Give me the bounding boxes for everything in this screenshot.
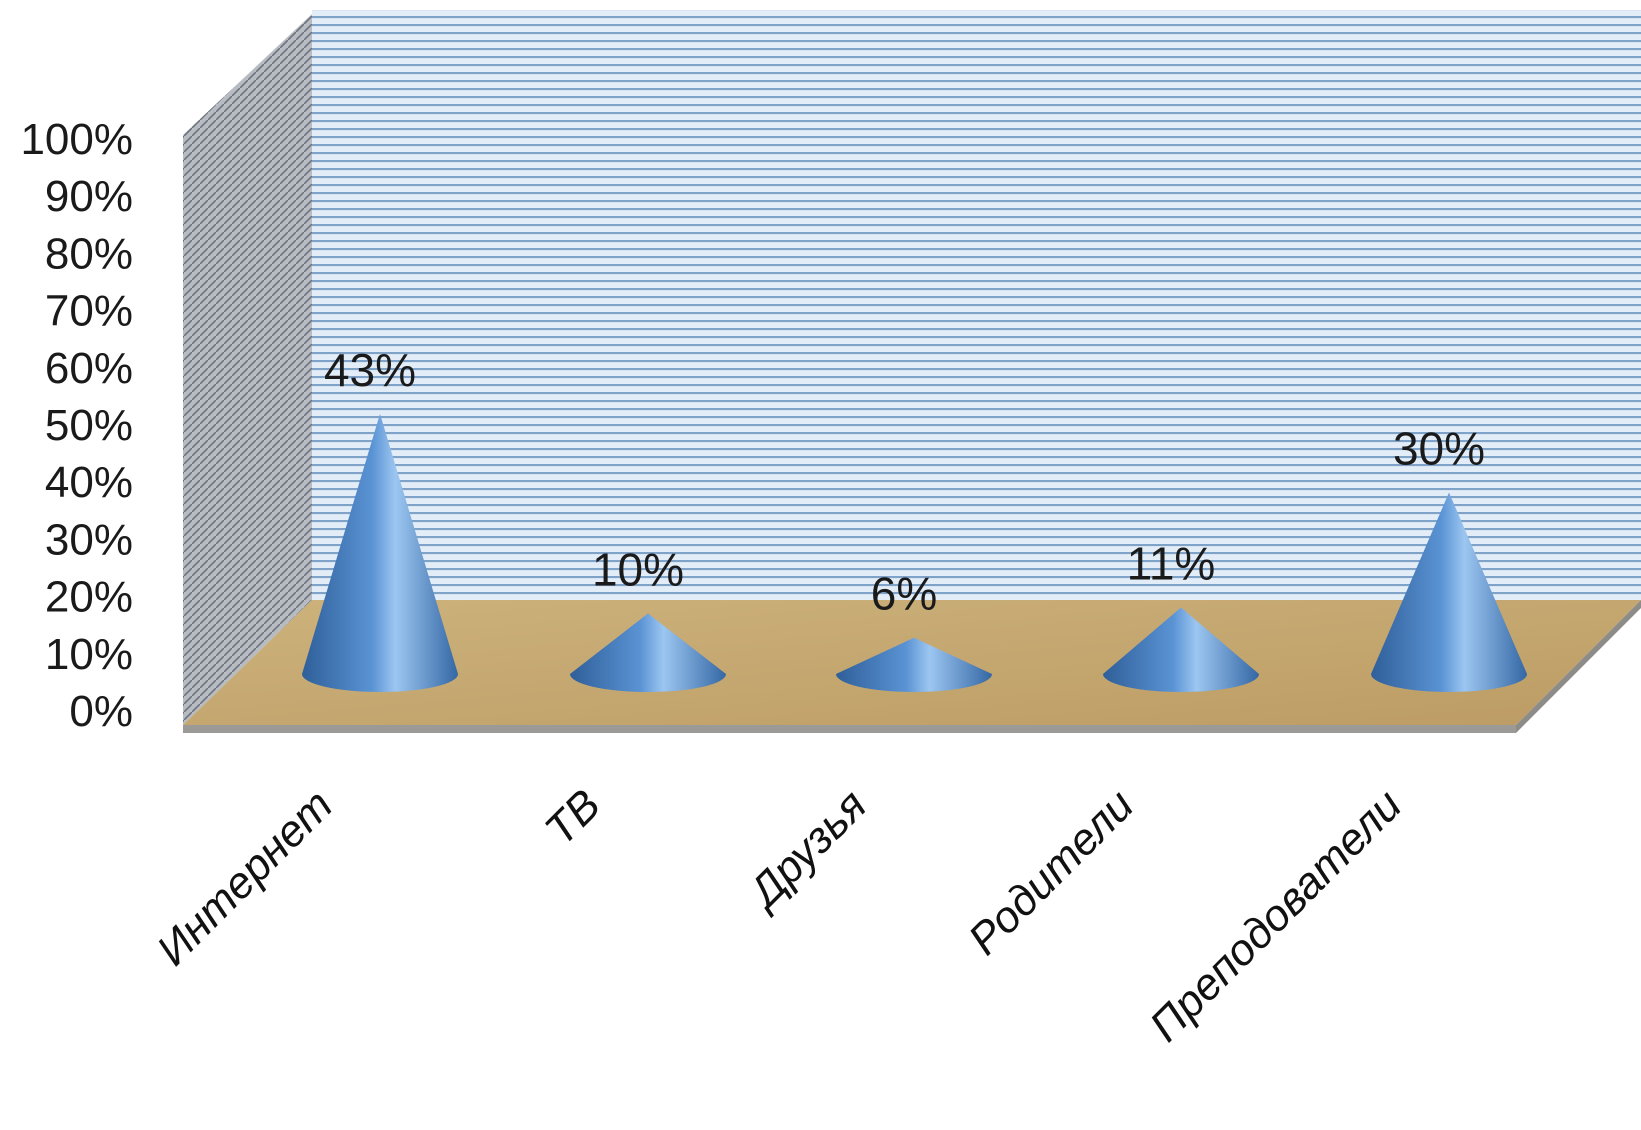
y-tick-label: 0% — [69, 687, 133, 736]
cone-body — [836, 637, 992, 692]
floor-right-edge — [1516, 600, 1641, 733]
cone-2 — [570, 613, 726, 692]
y-tick-label: 90% — [45, 172, 133, 221]
y-tick-label: 60% — [45, 344, 133, 393]
cone-body — [302, 413, 458, 692]
back-wall — [312, 10, 1641, 600]
y-tick-label: 80% — [45, 229, 133, 278]
data-label: 43% — [324, 344, 416, 396]
category-label: Преподователи — [1140, 780, 1411, 1051]
y-tick-label: 50% — [45, 401, 133, 450]
data-label: 30% — [1393, 423, 1485, 475]
cone-5 — [1371, 492, 1527, 692]
cones — [302, 413, 1527, 692]
category-label: Родители — [959, 780, 1143, 964]
side-wall — [183, 14, 312, 725]
data-label: 10% — [592, 544, 684, 596]
y-tick-label: 20% — [45, 573, 133, 622]
category-label: Интернет — [148, 780, 343, 975]
y-tick-label: 70% — [45, 287, 133, 336]
cone-body — [1371, 492, 1527, 692]
category-label: ТВ — [536, 780, 610, 854]
y-tick-label: 30% — [45, 515, 133, 564]
y-axis-ticks: 0% 10% 20% 30% 40% 50% 60% 70% 80% 90% 100% — [20, 115, 133, 736]
data-label: 6% — [871, 568, 937, 620]
y-tick-label: 10% — [45, 630, 133, 679]
cone-body — [570, 613, 726, 692]
y-tick-label: 100% — [20, 115, 133, 164]
cone-3 — [836, 637, 992, 692]
floor-front-edge — [183, 725, 1516, 733]
category-label: Друзья — [737, 780, 876, 919]
data-label: 11% — [1127, 537, 1216, 589]
cone-4 — [1103, 607, 1259, 692]
y-tick-label: 40% — [45, 458, 133, 507]
cone-body — [1103, 607, 1259, 692]
data-labels: 43% 10% 6% 11% 30% — [324, 344, 1485, 620]
cone-1 — [302, 413, 458, 692]
